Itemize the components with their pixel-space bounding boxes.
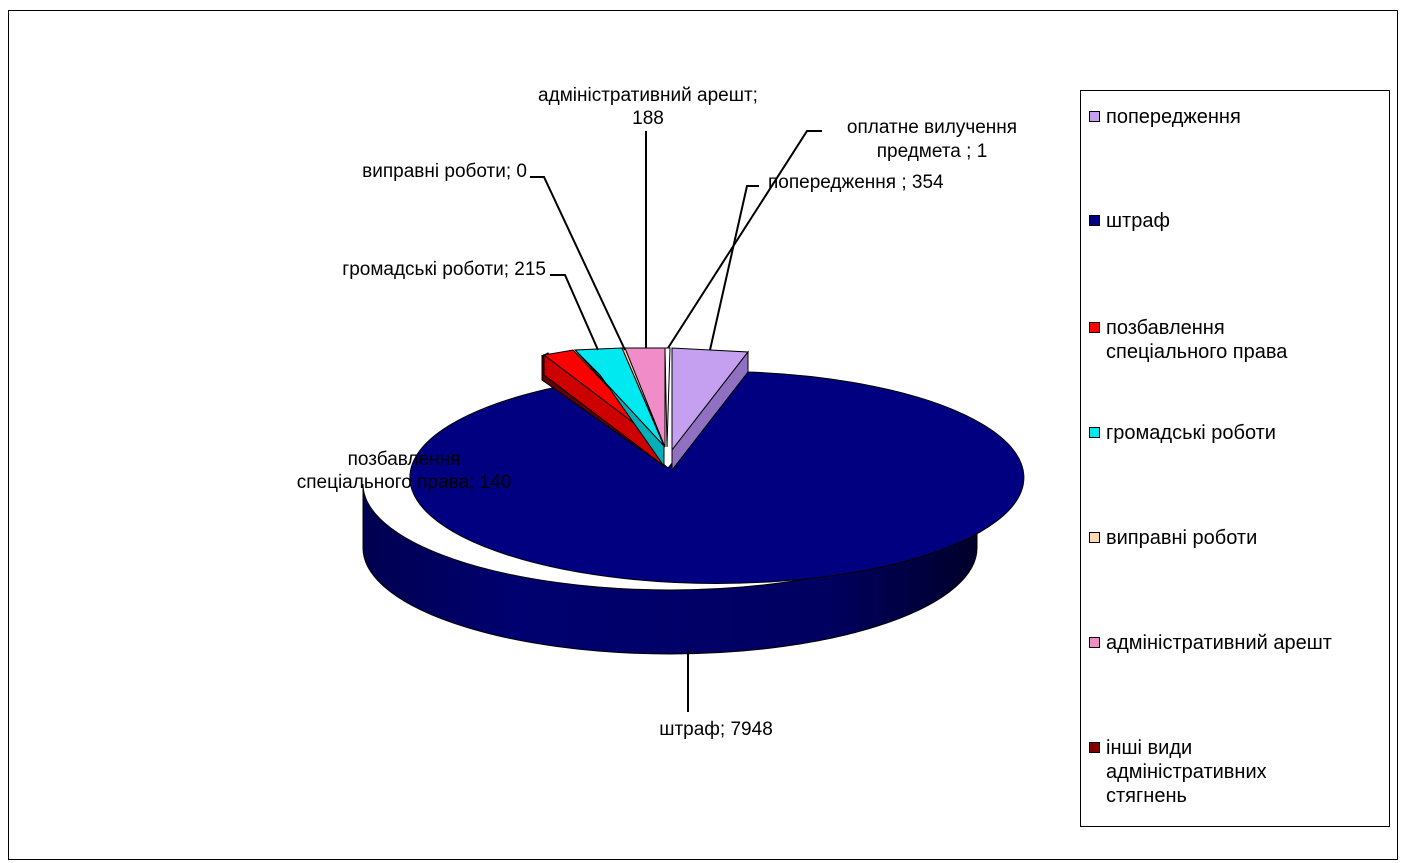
legend-item-admin-arrest: адміністративний арешт bbox=[1089, 631, 1389, 655]
legend-item-warning: попередження bbox=[1089, 105, 1389, 129]
legend-label: стягнень bbox=[1106, 785, 1187, 807]
data-labels: адміністративний арешт; 188 оплатне вилу… bbox=[297, 85, 1017, 740]
legend-item-community-work: громадські роботи bbox=[1089, 421, 1389, 445]
data-label-correctional-work: виправні роботи; 0 bbox=[362, 161, 527, 182]
data-label-deprivation-2: спеціального права; 140 bbox=[297, 472, 512, 493]
legend-label: адміністративний арешт bbox=[1106, 632, 1332, 654]
legend-item-other-sanctions: інші види адміністративних стягнень bbox=[1089, 736, 1389, 808]
data-label-warning: попередження ; 354 bbox=[768, 172, 944, 193]
leader-line-paid-confiscation bbox=[667, 130, 822, 349]
chart-legend: попередження штраф позбавлення спеціальн… bbox=[1080, 90, 1390, 827]
legend-swatch bbox=[1089, 215, 1100, 226]
legend-item-fine: штраф bbox=[1089, 209, 1389, 233]
pie-slice-paid-confiscation bbox=[664, 347, 671, 448]
data-label-deprivation-1: позбавлення bbox=[348, 449, 461, 470]
data-label-admin-arrest-2: 188 bbox=[632, 108, 664, 129]
legend-label: громадські роботи bbox=[1106, 422, 1276, 444]
legend-swatch bbox=[1089, 742, 1100, 753]
pie-slice-fine bbox=[362, 371, 1025, 655]
legend-swatch bbox=[1089, 111, 1100, 122]
leader-lines bbox=[530, 130, 822, 712]
legend-item-correctional-work: виправні роботи bbox=[1089, 526, 1389, 550]
leader-line-warning bbox=[709, 185, 759, 351]
legend-item-deprivation: позбавлення спеціального права bbox=[1089, 316, 1389, 364]
data-label-paid-confiscation-2: предмета ; 1 bbox=[877, 141, 988, 162]
fine-slice-side bbox=[362, 483, 978, 655]
legend-swatch bbox=[1089, 322, 1100, 333]
legend-swatch bbox=[1089, 637, 1100, 648]
legend-label: штраф bbox=[1106, 210, 1170, 232]
pie-slice-warning bbox=[671, 347, 749, 472]
legend-label: спеціального права bbox=[1106, 341, 1288, 363]
legend-label: позбавлення bbox=[1106, 317, 1225, 339]
fine-slice-top bbox=[409, 371, 1025, 584]
legend-label: інші види bbox=[1106, 737, 1193, 759]
data-label-admin-arrest-1: адміністративний арешт; bbox=[538, 85, 758, 106]
legend-label: адміністративних bbox=[1106, 761, 1267, 783]
leader-line-community-work bbox=[550, 274, 599, 351]
legend-swatch bbox=[1089, 427, 1100, 438]
data-label-community-work: громадські роботи; 215 bbox=[342, 259, 546, 280]
legend-label: попередження bbox=[1106, 106, 1241, 128]
legend-label: виправні роботи bbox=[1106, 527, 1258, 549]
leader-line-correctional-work bbox=[530, 176, 626, 351]
data-label-paid-confiscation-1: оплатне вилучення bbox=[847, 117, 1017, 138]
data-label-fine: штраф; 7948 bbox=[659, 719, 773, 740]
legend-swatch bbox=[1089, 532, 1100, 543]
